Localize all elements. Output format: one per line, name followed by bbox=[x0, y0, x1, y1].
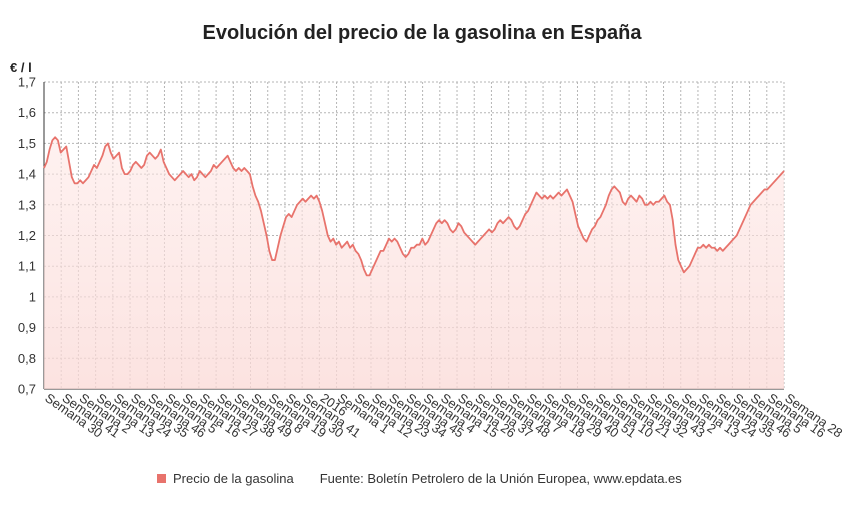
chart-title: Evolución del precio de la gasolina en E… bbox=[202, 22, 642, 44]
legend: Precio de la gasolina Fuente: Boletín Pe… bbox=[157, 471, 682, 486]
y-tick-label: 1,2 bbox=[18, 228, 36, 243]
y-tick-label: 1,1 bbox=[18, 259, 36, 274]
y-axis-label: € / l bbox=[10, 60, 32, 75]
y-tick-label: 1,5 bbox=[18, 136, 36, 151]
series-line bbox=[43, 136, 785, 277]
y-tick-label: 1 bbox=[29, 289, 36, 304]
y-tick-label: 1,6 bbox=[18, 105, 36, 120]
y-tick-label: 1,3 bbox=[18, 197, 36, 212]
legend-swatch bbox=[157, 474, 166, 483]
legend-series-label: Precio de la gasolina bbox=[173, 471, 294, 486]
y-tick-label: 0,8 bbox=[18, 351, 36, 366]
y-tick-label: 1,4 bbox=[18, 167, 36, 182]
y-tick-label: 0,9 bbox=[18, 320, 36, 335]
y-tick-label: 1,7 bbox=[18, 75, 36, 90]
source-note: Fuente: Boletín Petrolero de la Unión Eu… bbox=[319, 471, 682, 486]
series-area bbox=[44, 137, 784, 389]
y-tick-label: 0,7 bbox=[18, 382, 36, 397]
